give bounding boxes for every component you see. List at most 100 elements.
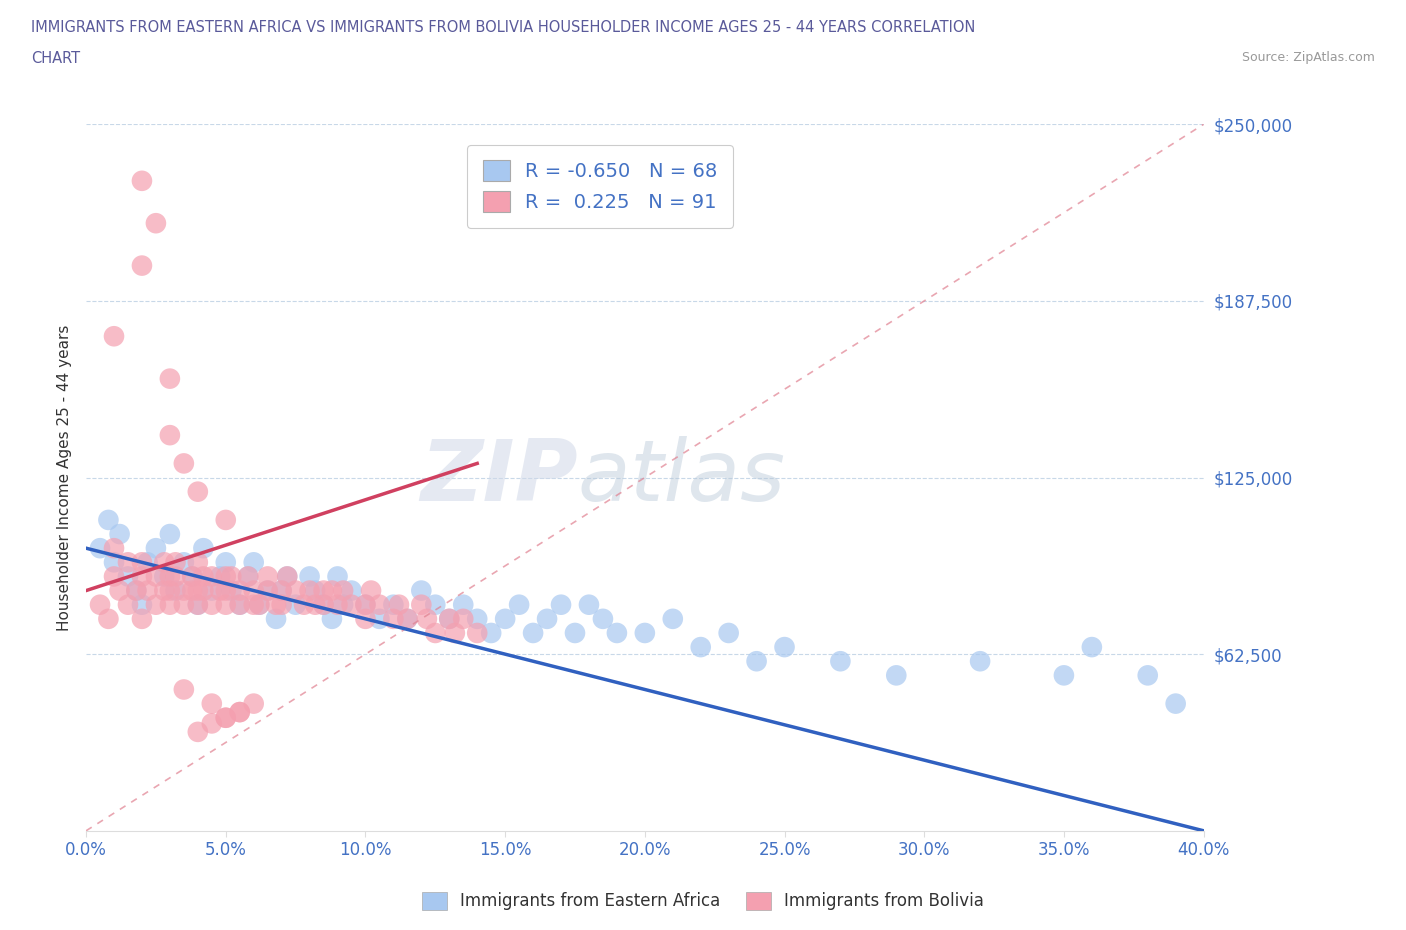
- Point: [242, 697, 264, 711]
- Point: [354, 597, 377, 612]
- Point: [264, 597, 287, 612]
- Point: [332, 597, 354, 612]
- Point: [717, 626, 740, 641]
- Point: [159, 569, 181, 584]
- Point: [153, 555, 176, 570]
- Point: [131, 569, 153, 584]
- Text: Source: ZipAtlas.com: Source: ZipAtlas.com: [1241, 51, 1375, 64]
- Point: [242, 555, 264, 570]
- Point: [201, 597, 224, 612]
- Point: [165, 583, 187, 598]
- Point: [193, 583, 215, 598]
- Point: [634, 626, 657, 641]
- Point: [136, 555, 159, 570]
- Point: [606, 626, 628, 641]
- Point: [201, 583, 224, 598]
- Point: [131, 173, 153, 188]
- Point: [340, 583, 363, 598]
- Point: [165, 555, 187, 570]
- Point: [354, 597, 377, 612]
- Point: [131, 611, 153, 626]
- Point: [153, 569, 176, 584]
- Point: [411, 597, 433, 612]
- Point: [479, 626, 502, 641]
- Point: [187, 583, 209, 598]
- Point: [321, 611, 343, 626]
- Point: [221, 569, 243, 584]
- Point: [181, 569, 204, 584]
- Point: [193, 540, 215, 555]
- Point: [276, 569, 298, 584]
- Point: [159, 583, 181, 598]
- Point: [193, 569, 215, 584]
- Point: [173, 583, 195, 598]
- Point: [270, 583, 292, 598]
- Point: [97, 512, 120, 527]
- Point: [89, 597, 111, 612]
- Point: [229, 597, 252, 612]
- Point: [354, 611, 377, 626]
- Point: [284, 597, 307, 612]
- Legend: R = -0.650   N = 68, R =  0.225   N = 91: R = -0.650 N = 68, R = 0.225 N = 91: [467, 145, 733, 228]
- Point: [173, 456, 195, 471]
- Point: [215, 711, 238, 725]
- Point: [1053, 668, 1076, 683]
- Point: [439, 611, 461, 626]
- Point: [236, 569, 259, 584]
- Point: [125, 583, 148, 598]
- Point: [326, 597, 349, 612]
- Point: [209, 583, 232, 598]
- Point: [465, 626, 488, 641]
- Point: [187, 597, 209, 612]
- Point: [662, 611, 685, 626]
- Point: [229, 705, 252, 720]
- Point: [236, 569, 259, 584]
- Point: [256, 569, 278, 584]
- Point: [187, 597, 209, 612]
- Point: [396, 611, 419, 626]
- Point: [209, 569, 232, 584]
- Point: [242, 583, 264, 598]
- Point: [368, 597, 391, 612]
- Point: [312, 583, 335, 598]
- Point: [578, 597, 600, 612]
- Point: [292, 597, 315, 612]
- Point: [215, 512, 238, 527]
- Y-axis label: Householder Income Ages 25 - 44 years: Householder Income Ages 25 - 44 years: [58, 325, 72, 631]
- Point: [256, 583, 278, 598]
- Point: [270, 583, 292, 598]
- Point: [270, 597, 292, 612]
- Point: [103, 540, 125, 555]
- Point: [215, 711, 238, 725]
- Point: [201, 569, 224, 584]
- Point: [125, 583, 148, 598]
- Point: [304, 597, 326, 612]
- Point: [173, 682, 195, 697]
- Point: [382, 611, 405, 626]
- Point: [201, 716, 224, 731]
- Point: [969, 654, 991, 669]
- Point: [564, 626, 586, 641]
- Point: [181, 569, 204, 584]
- Point: [165, 569, 187, 584]
- Point: [451, 611, 474, 626]
- Point: [89, 540, 111, 555]
- Point: [360, 583, 382, 598]
- Point: [153, 583, 176, 598]
- Point: [131, 259, 153, 273]
- Point: [773, 640, 796, 655]
- Point: [145, 216, 167, 231]
- Point: [103, 329, 125, 344]
- Point: [215, 597, 238, 612]
- Text: ZIP: ZIP: [420, 436, 578, 519]
- Point: [159, 526, 181, 541]
- Point: [145, 540, 167, 555]
- Point: [522, 626, 544, 641]
- Point: [242, 597, 264, 612]
- Point: [444, 626, 467, 641]
- Point: [173, 597, 195, 612]
- Point: [108, 583, 131, 598]
- Point: [550, 597, 572, 612]
- Point: [689, 640, 711, 655]
- Legend: Immigrants from Eastern Africa, Immigrants from Bolivia: Immigrants from Eastern Africa, Immigran…: [415, 885, 991, 917]
